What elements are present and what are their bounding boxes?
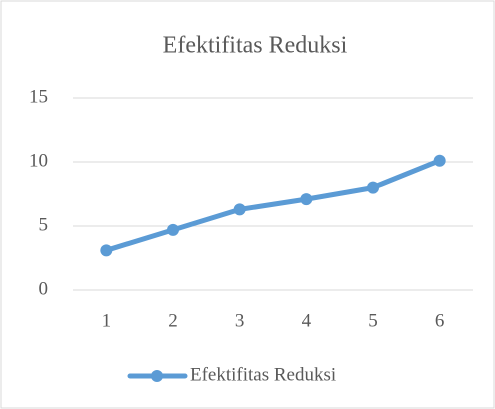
x-tick-label: 5 <box>368 310 378 331</box>
x-tick-label: 6 <box>435 310 445 331</box>
data-point <box>167 223 179 236</box>
x-tick-label: 3 <box>235 310 245 331</box>
y-tick-label: 5 <box>39 214 49 235</box>
y-tick-label: 15 <box>29 86 48 107</box>
x-tick-label: 4 <box>302 310 312 331</box>
data-point <box>367 181 379 194</box>
data-point <box>233 203 246 216</box>
data-point <box>100 244 113 257</box>
legend-marker <box>151 370 163 382</box>
data-point <box>433 154 446 167</box>
data-line <box>103 158 443 253</box>
data-point <box>300 193 313 206</box>
y-tick-label: 0 <box>39 278 49 299</box>
x-tick-label: 2 <box>168 310 178 331</box>
y-tick-label: 10 <box>29 150 48 171</box>
x-tick-label: 1 <box>102 310 112 331</box>
legend-label: Efektifitas Reduksi <box>190 364 336 385</box>
chart-title: Efektifitas Reduksi <box>163 33 348 59</box>
